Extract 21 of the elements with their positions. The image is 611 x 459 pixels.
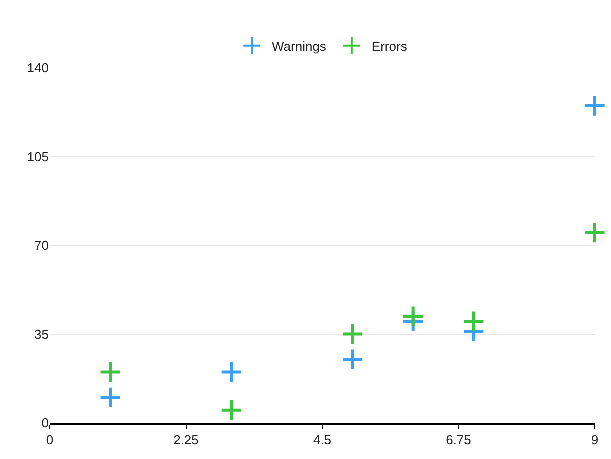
point — [584, 94, 606, 118]
point — [341, 348, 364, 371]
x-tick-label: 9 — [591, 432, 599, 448]
point — [99, 360, 122, 384]
legend-label: Errors — [372, 38, 408, 54]
point — [402, 305, 425, 328]
y-tick-label: 105 — [27, 149, 49, 164]
point — [584, 222, 606, 244]
point — [462, 310, 486, 333]
x-tick-label: 4.5 — [313, 432, 332, 448]
point — [220, 360, 243, 384]
point — [220, 399, 243, 422]
y-tick-label: 70 — [34, 238, 49, 254]
x-tick-label: 2.25 — [174, 432, 199, 448]
point — [99, 386, 122, 409]
y-tick-label: 140 — [27, 60, 49, 76]
point — [341, 322, 364, 346]
x-tick-label: 6.75 — [446, 432, 472, 448]
y-tick-label: 0 — [42, 416, 49, 431]
y-tick-label: 35 — [34, 326, 49, 342]
legend-label: Warnings — [272, 38, 327, 54]
